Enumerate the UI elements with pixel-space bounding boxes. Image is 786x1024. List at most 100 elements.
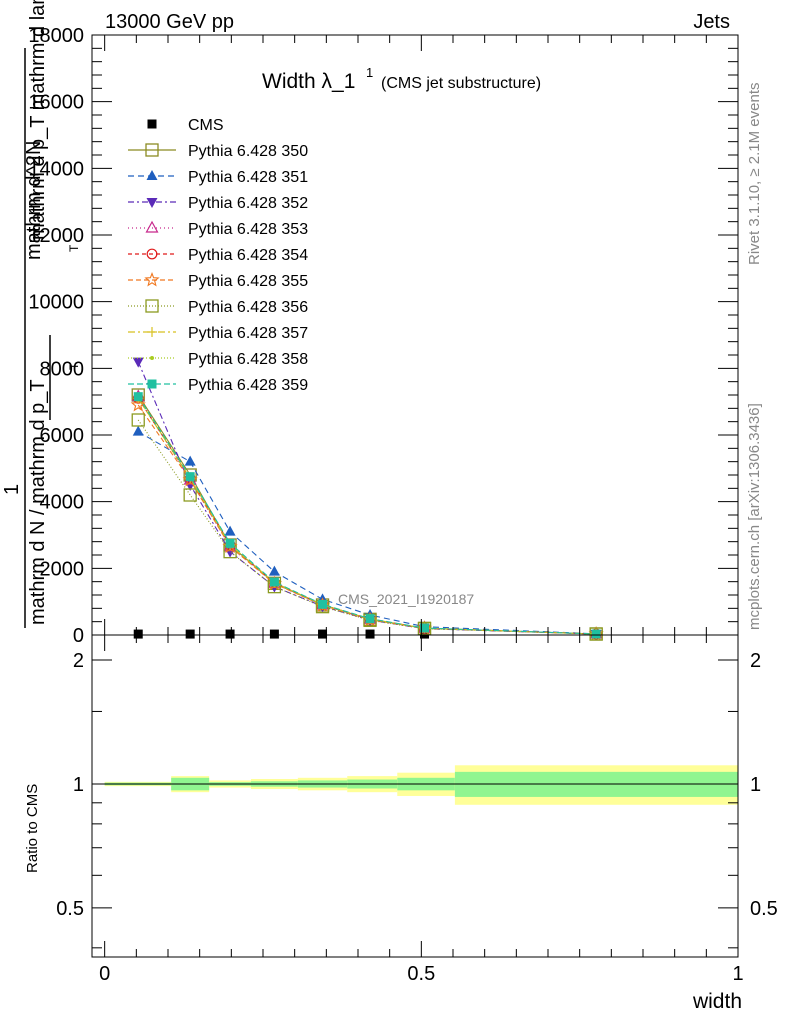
main-ytick-label-4: 8000 — [40, 358, 85, 380]
series-10-point-1 — [185, 472, 195, 482]
header-right: Jets — [693, 11, 730, 33]
series-line-2 — [137, 431, 597, 635]
legend-marker-6 — [144, 271, 160, 287]
series-line-9 — [137, 398, 597, 635]
legend-label-7: Pythia 6.428 356 — [188, 299, 308, 316]
header-left: 13000 GeV pp — [105, 11, 234, 33]
ratio-ytick-label-right-0: 0.5 — [750, 898, 778, 920]
title-main: Width λ_1 — [262, 70, 355, 93]
series-10-point-0 — [133, 392, 143, 402]
main-ytick-label-0: 0 — [73, 625, 84, 647]
series-10-point-2 — [225, 538, 235, 548]
main-ytick-label-2: 4000 — [40, 492, 85, 514]
analysis-label: CMS_2021_I1920187 — [338, 591, 474, 607]
series-3-point-0 — [132, 357, 144, 368]
legend-entry-0: CMS — [147, 117, 224, 134]
series-line-10 — [137, 396, 597, 635]
series-2-point-1 — [184, 455, 196, 466]
legend-label-5: Pythia 6.428 354 — [188, 247, 308, 264]
legend-marker-3 — [146, 198, 158, 208]
series-10-point-7 — [591, 629, 601, 639]
y-label-denominator: mathrm d N / mathrm d p_T — [27, 379, 49, 625]
mcplots-label: mcplots.cern.ch [arXiv:1306.3436] — [746, 403, 763, 630]
ratio-plot-area — [104, 765, 738, 805]
series-10-point-4 — [318, 599, 328, 609]
legend-entry-8: Pythia 6.428 357 — [128, 325, 308, 342]
y-label-sub-t: T — [67, 362, 81, 370]
main-ytick-label-7: 14000 — [28, 158, 84, 180]
legend-label-2: Pythia 6.428 351 — [188, 169, 308, 186]
series-0-point-3 — [269, 629, 279, 639]
legend-label-10: Pythia 6.428 359 — [188, 377, 308, 394]
legend-entry-2: Pythia 6.428 351 — [128, 169, 308, 186]
series-line-3 — [137, 361, 597, 635]
y-label-top2: mathrm d p_T mathrm d lambda — [27, 0, 49, 240]
series-0-point-4 — [318, 629, 328, 639]
legend-marker-8 — [147, 327, 157, 337]
series-line-7 — [137, 419, 597, 635]
main-ytick-label-5: 10000 — [28, 292, 84, 314]
legend-entry-3: Pythia 6.428 352 — [128, 195, 308, 212]
legend-marker-5 — [146, 248, 158, 260]
series-0-point-5 — [365, 629, 375, 639]
series-7-point-0 — [131, 413, 145, 427]
legend-label-6: Pythia 6.428 355 — [188, 273, 308, 290]
main-ytick-label-1: 2000 — [40, 558, 85, 580]
x-axis-label: width — [692, 990, 742, 1013]
main-axes: 0 2000 4000 6000 8000 10000 12000 14000 16000 180… — [28, 25, 739, 647]
ratio-ytick-label-2: 2 — [73, 650, 84, 672]
series-0-point-0 — [133, 629, 143, 639]
main-ytick-label-8: 16000 — [28, 92, 84, 114]
legend-marker-4 — [145, 220, 159, 233]
legend-label-0: CMS — [188, 117, 224, 134]
main-panel: 0 2000 4000 6000 8000 10000 12000 14000 16000 180… — [28, 25, 739, 647]
legend-marker-0 — [147, 119, 157, 129]
legend-marker-2 — [146, 170, 158, 180]
series-10 — [133, 392, 601, 639]
series-0 — [133, 629, 601, 639]
ratio-xtick-label-0: 0 — [99, 963, 110, 985]
ratio-y-label: Ratio to CMS — [24, 784, 41, 873]
y-label-numerator: 1 — [1, 484, 23, 495]
series-line-6 — [137, 404, 597, 635]
series-10-point-3 — [269, 577, 279, 587]
series-7-point-1 — [183, 488, 197, 502]
main-y-label: mathrm d^2N mathrm d p_T mathrm d lambda… — [1, 0, 81, 628]
series-10-point-6 — [420, 623, 429, 633]
legend-entry-1: Pythia 6.428 350 — [128, 143, 308, 160]
ratio-frame — [91, 634, 739, 958]
series-2-point-0 — [132, 425, 144, 436]
title-sub: (CMS jet substructure) — [381, 75, 541, 92]
ratio-xtick-label-1: 0.5 — [407, 963, 435, 985]
legend-marker-1 — [145, 143, 159, 157]
main-ytick-label-6: 12000 — [28, 225, 84, 247]
legend-entry-9: Pythia 6.428 358 — [128, 351, 308, 368]
ratio-ytick-label-right-2: 2 — [750, 650, 761, 672]
legend-label-8: Pythia 6.428 357 — [188, 325, 308, 342]
series-0-point-2 — [225, 629, 235, 639]
series-0-point-1 — [185, 629, 195, 639]
ratio-panel: 0.5 0.5 1 1 2 2 0 0.5 1 — [56, 634, 778, 985]
ratio-ytick-label-0: 0.5 — [56, 898, 84, 920]
ratio-axes: 0.5 0.5 1 1 2 2 0 0.5 1 — [56, 635, 778, 985]
plot-title: Width λ_1 1 (CMS jet substructure) — [262, 65, 541, 93]
legend-entry-6: Pythia 6.428 355 — [128, 271, 308, 290]
main-ytick-label-9: 18000 — [28, 25, 84, 47]
legend-label-4: Pythia 6.428 353 — [188, 221, 308, 238]
ratio-ytick-label-1: 1 — [73, 774, 84, 796]
legend-entry-4: Pythia 6.428 353 — [128, 220, 308, 238]
rivet-label: Rivet 3.1.10, ≥ 2.1M events — [746, 83, 763, 266]
legend-label-1: Pythia 6.428 350 — [188, 143, 308, 160]
series-10-point-5 — [365, 614, 375, 624]
legend: CMS Pythia 6.428 350 Pythia 6.428 351 Pythi… — [128, 117, 308, 394]
series-2-point-3 — [268, 565, 280, 576]
legend-label-9: Pythia 6.428 358 — [188, 351, 308, 368]
legend-entry-5: Pythia 6.428 354 — [128, 247, 308, 264]
y-label-top: mathrm d^2N — [23, 141, 45, 260]
legend-entry-10: Pythia 6.428 359 — [128, 377, 308, 394]
title-superscript: 1 — [366, 65, 373, 80]
legend-marker-9 — [150, 356, 154, 360]
ratio-ytick-label-right-1: 1 — [750, 774, 761, 796]
series-7-point-7 — [589, 627, 603, 641]
